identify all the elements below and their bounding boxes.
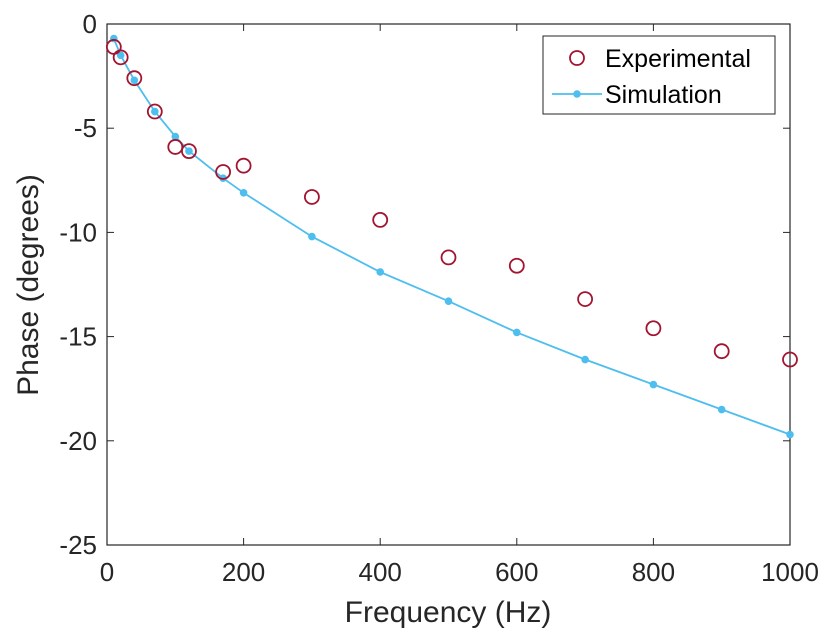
x-tick-label: 200 [222,557,265,587]
x-tick-label: 0 [100,557,114,587]
y-tick-label: -15 [59,322,97,352]
experimental-point [713,343,730,360]
experimental-point [303,189,320,205]
axis-ticks [106,23,791,546]
y-tick-label: -20 [59,426,97,456]
experimental-point [577,291,593,307]
simulation-point [171,132,180,141]
y-axis-title: Phase (degrees) [12,174,45,396]
x-tick-label: 1000 [761,557,819,587]
simulation-point [151,107,159,116]
experimental-point [235,157,252,174]
experimental-point [126,70,143,87]
y-tick-label: -10 [59,217,97,247]
x-tick-label: 800 [632,557,675,587]
x-axis-title: Frequency (Hz) [345,596,552,629]
simulation-point [649,380,658,389]
y-tick-label: -5 [74,113,97,143]
simulation-point [130,76,139,85]
y-tick-label: -25 [59,530,97,560]
simulation-point [786,430,794,439]
simulation-point [308,232,316,241]
legend: Experimental Simulation [542,35,776,115]
legend-box [542,35,776,115]
legend-simulation-label: Simulation [605,81,722,109]
experimental-point [372,211,389,228]
simulation-point [717,405,726,414]
experimental-point [181,143,197,160]
experimental-point [215,164,232,180]
experimental-point [645,320,662,337]
simulation-line [112,38,791,436]
simulation-point [239,189,248,197]
simulation-point [513,328,521,337]
legend-experimental-label: Experimental [605,45,751,73]
series-experimental [105,39,798,368]
simulation-point [581,355,589,364]
simulation-point [185,147,193,155]
legend-experimental-marker [569,50,585,66]
y-tick-label: 0 [83,9,97,39]
x-tick-label: 600 [495,557,538,587]
simulation-point [444,297,453,305]
experimental-point [146,103,163,120]
x-tick-labels: 0 200 400 600 800 1000 [100,557,819,587]
simulation-point [116,51,125,60]
legend-simulation-marker [573,90,581,98]
experimental-point [782,351,798,368]
x-tick-label: 400 [359,557,402,587]
experimental-point [112,49,129,66]
experimental-point [508,257,525,274]
simulation-point [376,268,385,276]
y-tick-labels: 0 -5 -10 -15 -20 -25 [59,9,97,560]
experimental-point [440,249,457,266]
